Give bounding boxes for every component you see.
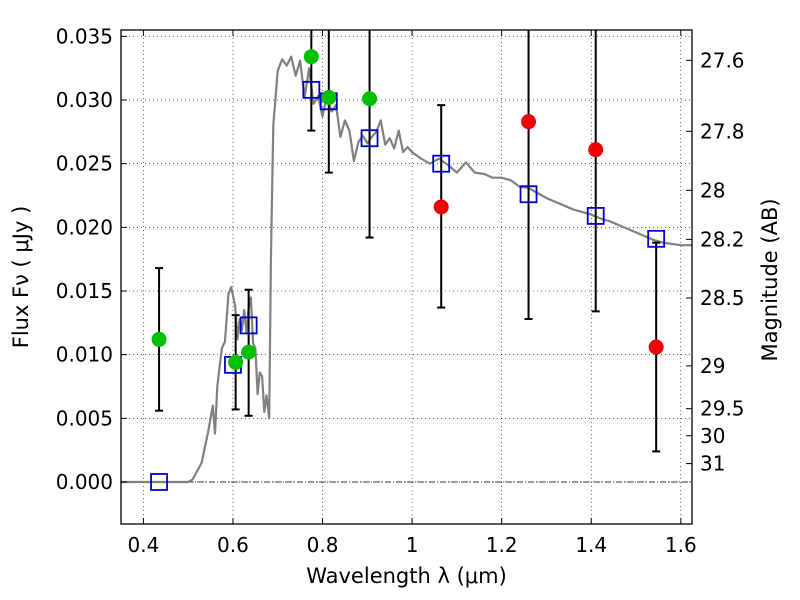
y-tick-label: 0.005 (56, 406, 113, 430)
observed-points (151, 49, 664, 370)
x-tick-label: 0.6 (217, 533, 249, 557)
y-tick-label: 0.035 (56, 24, 113, 48)
model-photometry-square (586, 206, 605, 225)
x-axis-label: Wavelength λ (μm) (306, 564, 507, 588)
model-photometry-square (432, 154, 451, 173)
y-tick-label: 0.030 (56, 88, 113, 112)
observed-point (648, 339, 664, 355)
x-tick-label: 1 (406, 533, 419, 557)
y-axis-label: Flux Fν ( μJy ) (9, 206, 33, 349)
mag-tick-label: 30 (700, 424, 725, 448)
model-photometry-square (302, 80, 321, 99)
mag-tick-label: 28 (700, 178, 725, 202)
mag-tick-label: 29 (700, 354, 725, 378)
y-tick-label: 0.000 (56, 470, 113, 494)
axis-ticks: 0.4 0.6 0.8 1 1.2 1.4 1.6 0.000 0.005 0.010 0.015 0… (56, 24, 745, 557)
observed-point (362, 91, 378, 107)
mag-tick-label: 28.5 (700, 286, 745, 310)
mag-tick-label: 27.6 (700, 48, 745, 72)
x-tick-label: 1.6 (665, 533, 697, 557)
observed-point (588, 142, 604, 158)
model-photometry-square (519, 185, 538, 204)
mag-tick-label: 31 (700, 452, 725, 476)
x-tick-label: 0.4 (127, 533, 159, 557)
model-photometry-square (647, 229, 666, 248)
observed-point (521, 114, 537, 130)
y-tick-label: 0.025 (56, 152, 113, 176)
mag-tick-label: 27.8 (700, 119, 745, 143)
mag-tick-label: 29.5 (700, 397, 745, 421)
y-tick-label: 0.020 (56, 215, 113, 239)
y-axis-label-right: Magnitude (AB) (758, 198, 782, 361)
y-tick-label: 0.010 (56, 343, 113, 367)
observed-point (433, 199, 449, 215)
x-tick-label: 1.4 (575, 533, 607, 557)
observed-point (321, 89, 337, 105)
observed-point (228, 354, 244, 370)
observed-point (303, 49, 319, 65)
y-tick-label: 0.015 (56, 279, 113, 303)
x-tick-label: 0.8 (307, 533, 339, 557)
mag-tick-label: 28.2 (700, 227, 745, 251)
observed-point (151, 331, 167, 347)
plot-frame (120, 29, 693, 525)
x-tick-label: 1.2 (486, 533, 518, 557)
sed-model-curve (121, 55, 692, 484)
model-photometry-square (360, 129, 379, 148)
model-photometry-square (150, 473, 168, 491)
model-photometry-square (239, 316, 258, 335)
observed-point (241, 344, 257, 360)
